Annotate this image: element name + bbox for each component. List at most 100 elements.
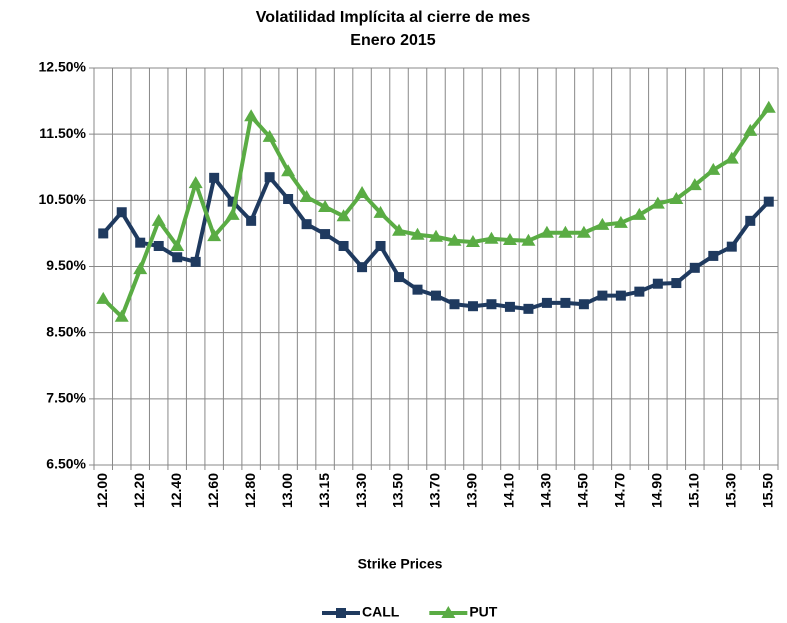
marker xyxy=(338,240,349,251)
marker xyxy=(560,297,571,308)
y-tick-label: 12.50% xyxy=(39,59,87,75)
marker xyxy=(153,240,164,251)
marker xyxy=(262,129,277,142)
x-axis-label: Strike Prices xyxy=(358,556,443,572)
x-tick-label: 14.30 xyxy=(538,473,554,508)
marker xyxy=(541,297,552,308)
marker xyxy=(595,217,610,230)
marker xyxy=(412,284,423,295)
legend-label: PUT xyxy=(469,604,497,620)
marker xyxy=(486,299,497,310)
marker xyxy=(441,606,456,618)
x-tick-label: 14.10 xyxy=(501,473,517,508)
marker xyxy=(726,241,737,252)
y-tick-label: 11.50% xyxy=(39,125,86,141)
marker xyxy=(763,196,774,207)
marker xyxy=(652,278,663,289)
marker xyxy=(170,238,185,251)
marker xyxy=(301,219,312,230)
marker xyxy=(244,109,259,122)
marker xyxy=(650,196,665,209)
marker xyxy=(98,228,109,239)
marker xyxy=(375,240,386,251)
marker xyxy=(502,233,517,246)
y-tick-label: 8.50% xyxy=(46,323,86,339)
marker xyxy=(133,262,148,275)
marker xyxy=(449,299,460,310)
marker xyxy=(116,207,127,218)
marker xyxy=(724,151,739,164)
marker xyxy=(394,272,405,283)
x-tick-label: 15.10 xyxy=(686,473,702,508)
marker xyxy=(357,262,368,273)
marker xyxy=(225,207,240,220)
x-tick-label: 14.50 xyxy=(575,473,591,508)
marker xyxy=(151,213,166,226)
x-tick-label: 12.80 xyxy=(242,473,258,508)
marker xyxy=(336,608,346,618)
marker xyxy=(447,233,462,246)
marker xyxy=(281,164,296,177)
x-tick-label: 14.70 xyxy=(612,473,628,508)
marker xyxy=(431,290,441,301)
x-tick-label: 13.30 xyxy=(353,473,369,508)
marker xyxy=(671,278,682,289)
x-tick-label: 12.60 xyxy=(205,473,221,508)
marker xyxy=(706,162,721,175)
marker xyxy=(597,290,608,301)
marker xyxy=(504,301,515,312)
marker xyxy=(320,229,331,240)
marker xyxy=(669,192,684,205)
marker xyxy=(264,172,275,183)
marker xyxy=(613,215,628,228)
marker xyxy=(578,299,589,310)
x-tick-label: 15.50 xyxy=(759,473,775,508)
marker xyxy=(523,303,534,314)
x-tick-label: 13.00 xyxy=(279,473,295,508)
marker xyxy=(429,229,443,242)
chart-title: Volatilidad Implícita al cierre de mes xyxy=(256,9,531,26)
marker xyxy=(558,225,573,238)
x-tick-label: 14.90 xyxy=(649,473,665,508)
marker xyxy=(410,227,425,240)
x-tick-label: 13.70 xyxy=(427,473,443,508)
marker xyxy=(465,235,480,248)
marker xyxy=(135,237,146,248)
marker xyxy=(632,207,647,220)
marker xyxy=(392,223,407,236)
y-tick-label: 7.50% xyxy=(46,390,86,406)
marker xyxy=(576,225,591,238)
marker xyxy=(708,250,719,261)
marker xyxy=(689,262,700,273)
marker xyxy=(190,256,201,267)
y-tick-label: 9.50% xyxy=(46,257,86,273)
marker xyxy=(209,172,220,183)
x-tick-label: 12.40 xyxy=(168,473,184,508)
y-tick-label: 6.50% xyxy=(46,456,86,472)
marker xyxy=(114,309,129,322)
x-tick-label: 13.50 xyxy=(390,473,406,508)
marker xyxy=(634,286,645,297)
series-line xyxy=(101,106,771,319)
marker xyxy=(615,290,626,301)
marker xyxy=(318,199,333,212)
marker xyxy=(745,215,756,226)
chart-subtitle: Enero 2015 xyxy=(350,32,435,49)
marker xyxy=(467,301,478,312)
x-tick-label: 15.30 xyxy=(722,473,738,508)
legend-label: CALL xyxy=(362,604,400,620)
marker xyxy=(283,194,294,205)
marker xyxy=(207,229,222,242)
y-tick-label: 10.50% xyxy=(39,191,87,207)
marker xyxy=(246,215,257,226)
series-line xyxy=(101,175,771,311)
marker xyxy=(743,123,758,136)
marker xyxy=(188,176,203,189)
x-tick-label: 12.20 xyxy=(131,473,147,508)
marker xyxy=(373,205,388,218)
marker xyxy=(355,186,370,199)
x-tick-label: 13.90 xyxy=(464,473,480,508)
marker xyxy=(336,209,351,222)
marker xyxy=(521,233,536,246)
